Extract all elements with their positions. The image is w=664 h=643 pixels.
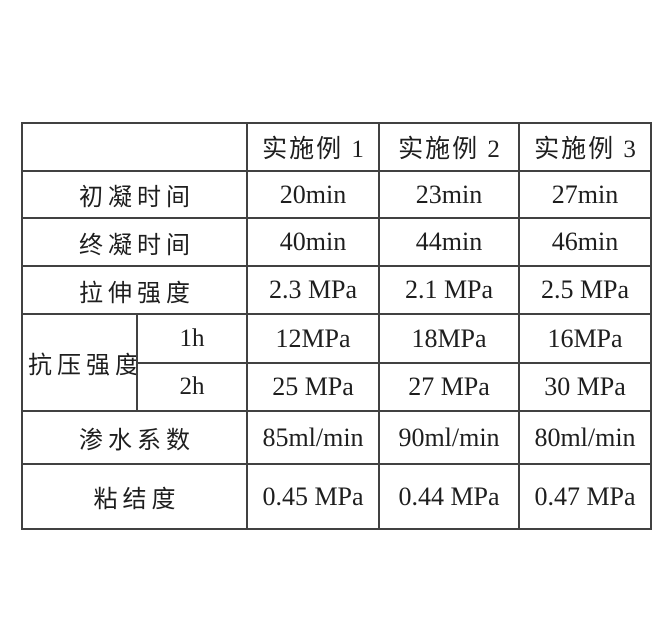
cell-value: 27 MPa [378,362,520,412]
cell-value: 23min [378,170,520,219]
cell-value: 0.44 MPa [378,463,520,530]
spec-table: 实施例 1 实施例 2 实施例 3 初凝时间 20min 23min 27min… [21,122,652,530]
row-initial-setting-time: 初凝时间 20min 23min 27min [21,170,652,219]
row-label: 渗水系数 [21,410,248,465]
row-label: 拉伸强度 [21,265,248,315]
cell-value: 30 MPa [518,362,652,412]
cell-value: 85ml/min [246,410,380,465]
cell-value: 25 MPa [246,362,380,412]
row-final-setting-time: 终凝时间 40min 44min 46min [21,217,652,267]
row-compressive-strength-1h: 抗压强度 1h 12MPa 18MPa 16MPa [21,313,652,412]
col-header-example-2: 实施例 2 [378,122,520,172]
cell-value: 18MPa [378,313,520,364]
row-bonding-degree: 粘结度 0.45 MPa 0.44 MPa 0.47 MPa [21,463,652,530]
row-water-permeability: 渗水系数 85ml/min 90ml/min 80ml/min [21,410,652,465]
row-label: 初凝时间 [21,170,248,219]
cell-value: 0.45 MPa [246,463,380,530]
cell-value: 20min [246,170,380,219]
col-header-example-1: 实施例 1 [246,122,380,172]
sub-row-label-1h: 1h [136,313,248,364]
cell-value: 2.5 MPa [518,265,652,315]
col-header-example-3: 实施例 3 [518,122,652,172]
cell-value: 46min [518,217,652,267]
cell-value: 2.3 MPa [246,265,380,315]
row-label: 终凝时间 [21,217,248,267]
cell-value: 0.47 MPa [518,463,652,530]
cell-value: 40min [246,217,380,267]
cell-value: 80ml/min [518,410,652,465]
header-row: 实施例 1 实施例 2 实施例 3 [21,122,652,172]
cell-value: 16MPa [518,313,652,364]
cell-value: 44min [378,217,520,267]
sub-row-label-2h: 2h [136,362,248,412]
row-compressive-strength-2h: 2h 25 MPa 27 MPa 30 MPa [22,362,652,412]
row-tensile-strength: 拉伸强度 2.3 MPa 2.1 MPa 2.5 MPa [21,265,652,315]
cell-value: 2.1 MPa [378,265,520,315]
corner-cell [21,122,248,172]
cell-value: 90ml/min [378,410,520,465]
row-label: 粘结度 [21,463,248,530]
cell-value: 12MPa [246,313,380,364]
cell-value: 27min [518,170,652,219]
row-label-compressive-strength: 抗压强度 [21,313,138,412]
